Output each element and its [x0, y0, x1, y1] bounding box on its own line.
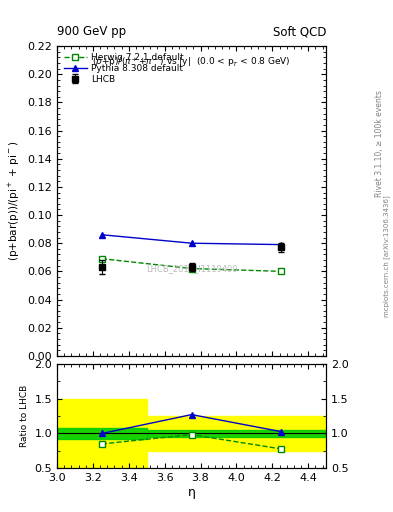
Herwig 7.2.1 default	[279, 268, 284, 274]
Text: LHCB_2012_I1119400: LHCB_2012_I1119400	[146, 265, 237, 273]
Y-axis label: (p+bar(p))/(pi$^+$ + pi$^-$): (p+bar(p))/(pi$^+$ + pi$^-$)	[7, 141, 22, 261]
Text: ($\bar{p}$+p)/($\pi^+$+$\pi^-$) vs |y|  (0.0 < p$_T$ < 0.8 GeV): ($\bar{p}$+p)/($\pi^+$+$\pi^-$) vs |y| (…	[92, 55, 291, 69]
Herwig 7.2.1 default	[189, 265, 194, 271]
Text: mcplots.cern.ch [arXiv:1306.3436]: mcplots.cern.ch [arXiv:1306.3436]	[384, 195, 391, 317]
Herwig 7.2.1 default	[99, 255, 104, 262]
Legend: Herwig 7.2.1 default, Pythia 8.308 default, LHCB: Herwig 7.2.1 default, Pythia 8.308 defau…	[61, 51, 187, 87]
Pythia 8.308 default	[279, 242, 284, 248]
Text: 900 GeV pp: 900 GeV pp	[57, 25, 126, 38]
Pythia 8.308 default	[189, 240, 194, 246]
X-axis label: η: η	[187, 486, 196, 499]
Line: Herwig 7.2.1 default: Herwig 7.2.1 default	[98, 255, 285, 275]
Pythia 8.308 default	[99, 231, 104, 238]
Line: Pythia 8.308 default: Pythia 8.308 default	[98, 231, 285, 248]
Text: Soft QCD: Soft QCD	[273, 25, 326, 38]
Y-axis label: Ratio to LHCB: Ratio to LHCB	[20, 385, 29, 447]
Text: Rivet 3.1.10, ≥ 100k events: Rivet 3.1.10, ≥ 100k events	[375, 90, 384, 197]
